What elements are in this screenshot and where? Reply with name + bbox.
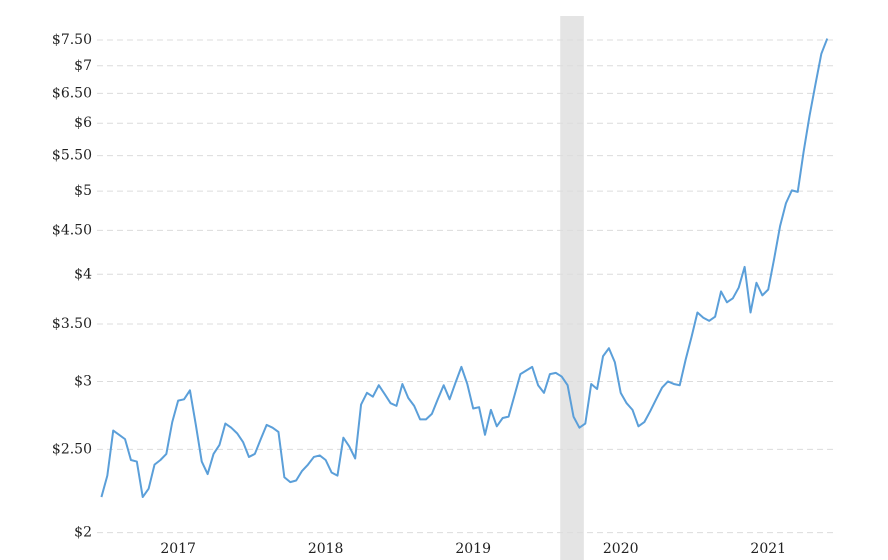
y-tick-label: $7 — [74, 58, 92, 74]
y-tick-label: $5.50 — [52, 148, 92, 164]
y-tick-label: $4 — [74, 266, 92, 282]
price-line — [100, 38, 829, 499]
y-tick-label: $3.50 — [52, 316, 92, 332]
x-tick-label: 2021 — [750, 541, 786, 557]
x-tick-label: 2017 — [160, 541, 196, 557]
y-tick-label: $7.50 — [52, 32, 92, 48]
x-tick-label: 2018 — [308, 541, 344, 557]
x-tick-label: 2020 — [603, 541, 639, 557]
y-tick-label: $2.50 — [52, 441, 92, 457]
recession-band — [560, 16, 584, 560]
y-tick-label: $5 — [74, 183, 92, 199]
x-tick-label: 2019 — [455, 541, 491, 557]
y-tick-label: $6.50 — [52, 85, 92, 101]
y-tick-label: $3 — [74, 373, 92, 389]
y-tick-label: $2 — [74, 525, 92, 541]
y-tick-label: $4.50 — [52, 222, 92, 238]
y-tick-label: $6 — [74, 115, 92, 131]
